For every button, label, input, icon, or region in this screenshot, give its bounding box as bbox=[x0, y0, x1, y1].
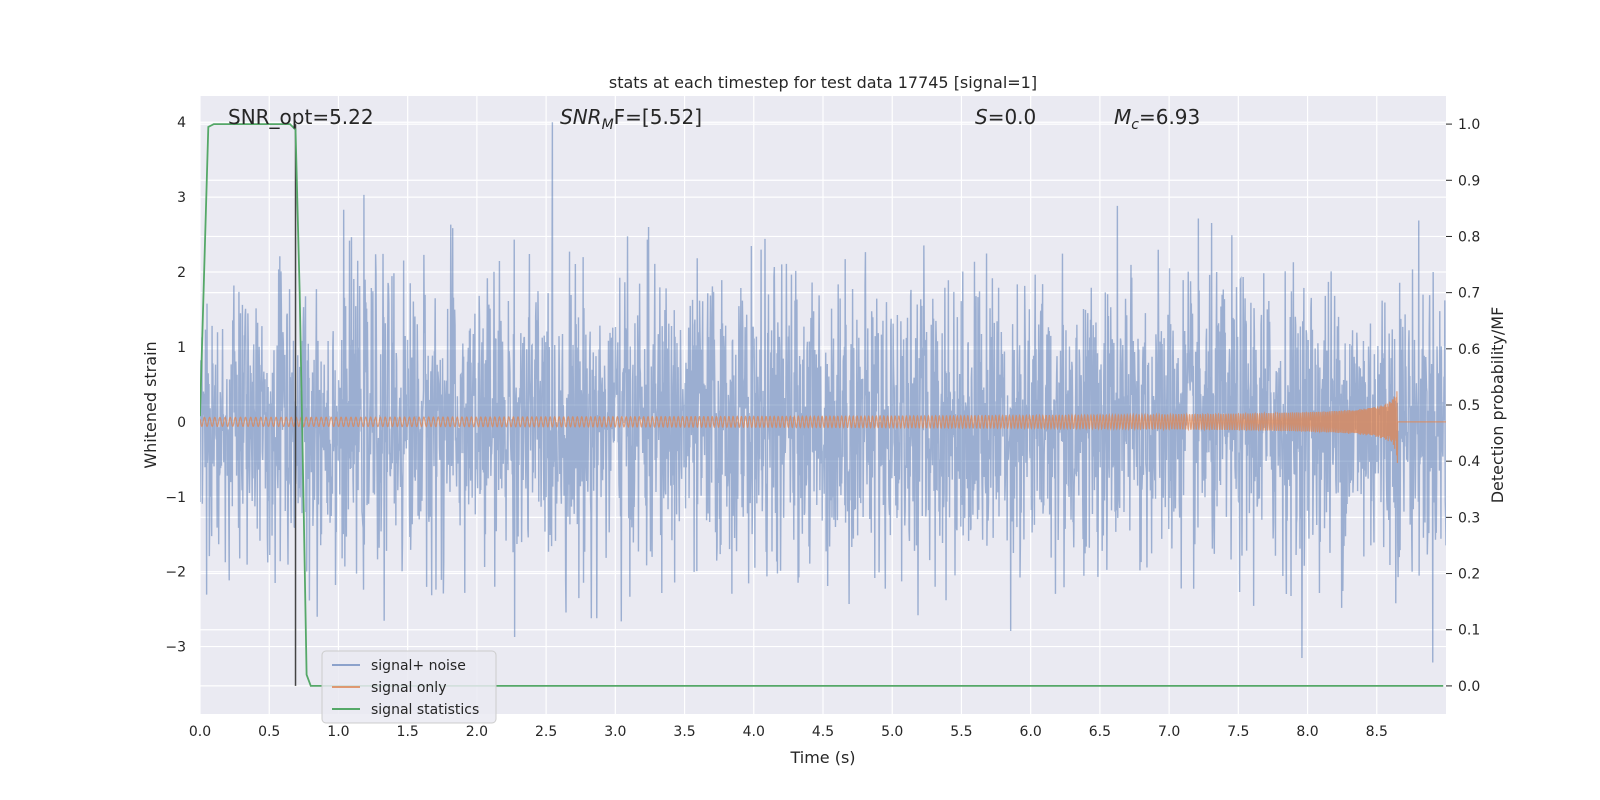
y2-tick-label-3: 0.3 bbox=[1458, 510, 1480, 526]
y-tick-label-7: 4 bbox=[177, 115, 186, 131]
y2-tick-label-0: 0.0 bbox=[1458, 679, 1480, 695]
y2-tick-label-7: 0.7 bbox=[1458, 286, 1480, 302]
x-tick-label-7: 3.5 bbox=[673, 724, 695, 740]
annotation-1-sub: M bbox=[602, 117, 614, 133]
chart-title: stats at each timestep for test data 177… bbox=[609, 73, 1037, 92]
annotation-3: Mc=6.93 bbox=[1114, 105, 1200, 133]
x-tick-label-17: 8.5 bbox=[1366, 724, 1388, 740]
x-tick-label-9: 4.5 bbox=[812, 724, 834, 740]
y2-axis-ticks: 0.0 0.1 0.2 0.3 0.4 0.5 0.6 0.7 0.8 0.9 1.0 bbox=[1446, 117, 1480, 695]
annotation-3-suffix: =6.93 bbox=[1139, 105, 1200, 129]
x-tick-label-2: 1.0 bbox=[327, 724, 349, 740]
series-signal-noise-line bbox=[200, 122, 1446, 663]
x-tick-label-5: 2.5 bbox=[535, 724, 557, 740]
y2-axis-label: Detection probability/MF bbox=[1488, 307, 1507, 504]
x-tick-label-14: 7.0 bbox=[1158, 724, 1180, 740]
y2-tick-label-6: 0.6 bbox=[1458, 342, 1480, 358]
series-signal-statistics-line bbox=[200, 123, 1444, 687]
y2-tick-label-10: 1.0 bbox=[1458, 117, 1480, 133]
y2-tick-label-5: 0.5 bbox=[1458, 398, 1480, 414]
y-tick-label-2: −1 bbox=[165, 490, 186, 506]
annotation-2-suffix: =0.0 bbox=[988, 105, 1037, 129]
legend-box bbox=[321, 650, 497, 724]
plot-area bbox=[200, 122, 1446, 687]
x-tick-label-11: 5.5 bbox=[950, 724, 972, 740]
x-axis-label: Time (s) bbox=[789, 748, 855, 767]
x-tick-label-1: 0.5 bbox=[258, 724, 280, 740]
y-tick-label-0: −3 bbox=[165, 640, 186, 656]
annotation-2-prefix: S bbox=[975, 105, 988, 129]
legend-label-1: signal only bbox=[371, 680, 446, 696]
y-tick-label-5: 2 bbox=[177, 265, 186, 281]
x-tick-label-3: 1.5 bbox=[397, 724, 419, 740]
x-tick-label-6: 3.0 bbox=[604, 724, 626, 740]
y-axis-label: Whitened strain bbox=[141, 341, 160, 468]
legend-label-2: signal statistics bbox=[371, 702, 479, 718]
annotation-3-prefix: M bbox=[1114, 105, 1131, 129]
x-tick-label-8: 4.0 bbox=[743, 724, 765, 740]
x-tick-label-10: 5.0 bbox=[881, 724, 903, 740]
series-signal-only-line bbox=[200, 391, 1446, 463]
x-tick-label-0: 0.0 bbox=[189, 724, 211, 740]
x-tick-label-12: 6.0 bbox=[1020, 724, 1042, 740]
y2-tick-label-8: 0.8 bbox=[1458, 229, 1480, 245]
annotation-1: SNRMF=[5.52] bbox=[560, 105, 702, 133]
legend-label-0: signal+ noise bbox=[371, 658, 466, 674]
x-tick-label-4: 2.0 bbox=[466, 724, 488, 740]
y-tick-label-3: 0 bbox=[177, 415, 186, 431]
x-tick-label-13: 6.5 bbox=[1089, 724, 1111, 740]
y-tick-label-6: 3 bbox=[177, 190, 186, 206]
x-tick-label-16: 8.0 bbox=[1296, 724, 1318, 740]
annotation-1-prefix: SNR bbox=[560, 105, 602, 129]
x-axis-ticks: 0.0 0.5 1.0 1.5 2.0 2.5 3.0 3.5 4.0 4.5 5.0 5.5 6.0 6… bbox=[189, 724, 1388, 740]
annotations: SNR_opt=5.22 SNRMF=[5.52] S=0.0 Mc=6.93 bbox=[228, 105, 1200, 133]
legend: signal+ noise signal only signal statistic… bbox=[321, 650, 497, 724]
y2-tick-label-2: 0.2 bbox=[1458, 567, 1480, 583]
y2-tick-label-9: 0.9 bbox=[1458, 173, 1480, 189]
annotation-3-sub: c bbox=[1131, 117, 1139, 133]
annotation-0: SNR_opt=5.22 bbox=[228, 105, 374, 129]
annotation-0-prefix: SNR_opt=5.22 bbox=[228, 105, 374, 129]
y2-tick-label-1: 0.1 bbox=[1458, 623, 1480, 639]
y2-tick-label-4: 0.4 bbox=[1458, 454, 1480, 470]
y-axis-ticks: −3 −2 −1 0 1 2 3 4 bbox=[165, 115, 186, 655]
annotation-2: S=0.0 bbox=[975, 105, 1036, 129]
annotation-1-suffix: F=[5.52] bbox=[614, 105, 702, 129]
x-tick-label-15: 7.5 bbox=[1227, 724, 1249, 740]
series-layer bbox=[200, 122, 1446, 687]
y-tick-label-4: 1 bbox=[177, 340, 186, 356]
y-tick-label-1: −2 bbox=[165, 565, 186, 581]
